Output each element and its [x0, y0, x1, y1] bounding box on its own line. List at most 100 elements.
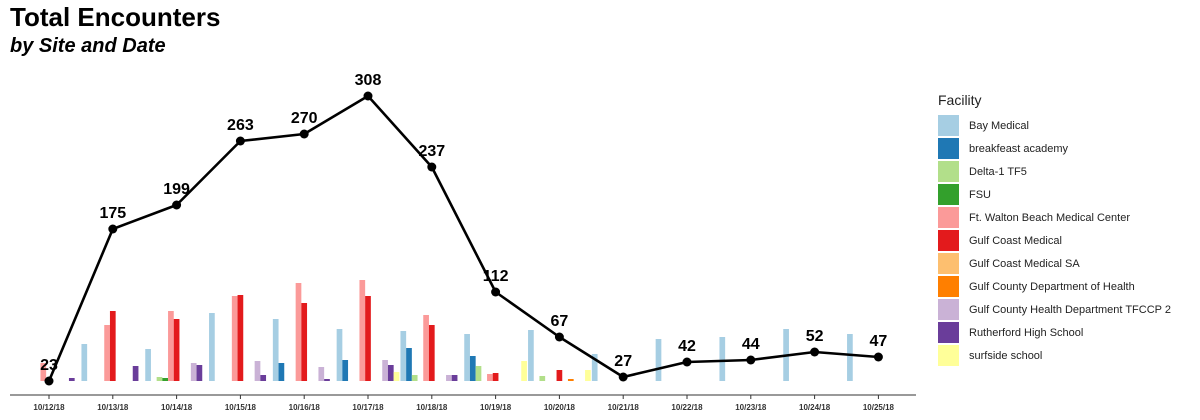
bar-bay-medical-4: [272, 319, 279, 381]
legend-swatch: [938, 345, 959, 366]
bar-gulf-coast-medical-8: [556, 370, 563, 381]
bar-bay-medical-9: [591, 354, 598, 381]
bar-bay-medical-10: [655, 339, 662, 381]
bar-rutherford-high-school-5: [387, 365, 394, 381]
total-point: [873, 352, 883, 362]
bar-fsu-2: [162, 378, 169, 381]
total-point-label: 23: [40, 357, 58, 374]
total-point-label: 52: [806, 328, 824, 345]
chart-subtitle: by Site and Date: [10, 35, 166, 57]
total-point-label: 199: [163, 181, 190, 198]
bar-gulf-coast-medical-6: [428, 325, 435, 381]
bar-bay-medical-7: [464, 334, 470, 381]
legend-item: Rutherford High School: [938, 321, 1196, 344]
legend-swatch: [938, 230, 959, 251]
bars-layer: [40, 280, 853, 381]
bar-bay-medical-11: [719, 337, 726, 381]
x-tick-label: 10/24/18: [799, 403, 831, 412]
bar-gulf-county-health-department-tfccp-2-6: [446, 375, 452, 381]
bar-surfside-school-8: [585, 370, 591, 381]
bar-gulf-county-department-of-health-8: [567, 379, 574, 381]
bar-bay-medical-2: [145, 349, 151, 381]
total-point: [682, 357, 692, 367]
legend-item: Ft. Walton Beach Medical Center: [938, 206, 1196, 229]
bar-rutherford-high-school-3: [260, 375, 267, 381]
total-point-label: 308: [355, 72, 382, 89]
bar-breakfeast-academy-6: [406, 348, 412, 381]
total-point-label: 67: [551, 313, 569, 330]
bar-bay-medical-13: [847, 334, 853, 381]
total-point: [618, 372, 628, 382]
x-axis-ticks: 10/12/18 10/13/18 10/14/18 10/15/18 10/16/18…: [33, 395, 895, 412]
x-tick-label: 10/23/18: [735, 403, 767, 412]
total-point: [491, 287, 501, 297]
legend-item: Gulf Coast Medical SA: [938, 252, 1196, 275]
bar-ft-walton-beach-medical-center-7: [487, 374, 493, 381]
legend-label: Gulf County Department of Health: [969, 280, 1135, 293]
legend-swatch: [938, 299, 959, 320]
total-point: [427, 162, 437, 172]
bar-ft-walton-beach-medical-center-2: [168, 311, 174, 381]
x-tick-label: 10/12/18: [33, 403, 65, 412]
legend-label: Rutherford High School: [969, 326, 1084, 339]
bar-gulf-coast-medical-1: [109, 311, 116, 381]
legend-swatch: [938, 115, 959, 136]
bar-rutherford-high-school-2: [196, 365, 203, 381]
bar-breakfeast-academy-7: [469, 356, 476, 381]
bar-surfside-school-5: [393, 372, 400, 381]
legend-swatch: [938, 253, 959, 274]
bar-gulf-county-health-department-tfccp-2-3: [254, 361, 261, 381]
legend-item: breakfeast academy: [938, 137, 1196, 160]
legend-label: Ft. Walton Beach Medical Center: [969, 211, 1130, 224]
x-tick-label: 10/16/18: [289, 403, 321, 412]
bar-ft-walton-beach-medical-center-5: [359, 280, 366, 381]
total-point-label: 27: [614, 353, 632, 370]
bar-rutherford-high-school-6: [451, 375, 458, 381]
total-point: [810, 347, 820, 357]
legend-swatch: [938, 184, 959, 205]
bar-ft-walton-beach-medical-center-4: [295, 283, 302, 381]
legend-label: FSU: [969, 188, 991, 201]
bar-gulf-county-health-department-tfccp-2-2: [190, 363, 197, 381]
bar-rutherford-high-school-0: [68, 378, 75, 381]
legend-swatch: [938, 322, 959, 343]
x-tick-label: 10/14/18: [161, 403, 193, 412]
legend-item: Gulf Coast Medical: [938, 229, 1196, 252]
bar-delta-1-tf5-6: [411, 375, 418, 381]
total-point-label: 237: [418, 143, 445, 160]
legend-label: Delta-1 TF5: [969, 165, 1027, 178]
bar-ft-walton-beach-medical-center-6: [423, 315, 429, 381]
total-point-label: 270: [291, 110, 318, 127]
x-tick-label: 10/15/18: [225, 403, 257, 412]
x-tick-label: 10/22/18: [671, 403, 703, 412]
bar-gulf-county-health-department-tfccp-2-5: [382, 360, 388, 381]
total-point: [172, 200, 182, 210]
legend-label: breakfeast academy: [969, 142, 1069, 155]
total-point: [108, 224, 118, 234]
total-point-label: 47: [870, 333, 888, 350]
bar-gulf-county-health-department-tfccp-2-4: [318, 367, 325, 381]
total-line: [47, 94, 879, 382]
bar-delta-1-tf5-7: [475, 366, 482, 381]
total-point-label: 42: [678, 338, 696, 355]
total-point: [299, 129, 309, 139]
legend-label: Gulf County Health Department TFCCP 2: [969, 303, 1171, 316]
legend-label: Bay Medical: [969, 119, 1029, 132]
total-point: [235, 136, 245, 146]
legend-items: Bay Medical breakfeast academy Delta-1 TF5…: [938, 114, 1196, 367]
bar-gulf-coast-medical-5: [365, 296, 371, 381]
bar-bay-medical-6: [400, 331, 407, 381]
total-point-label: 44: [742, 336, 760, 353]
bar-breakfeast-academy-4: [278, 363, 285, 381]
total-point: [44, 376, 54, 386]
legend-item: Gulf County Department of Health: [938, 275, 1196, 298]
chart-title: Total Encounters: [10, 2, 221, 32]
legend-swatch: [938, 207, 959, 228]
bar-surfside-school-7: [521, 361, 527, 381]
legend-label: surfside school: [969, 349, 1043, 362]
legend-item: Delta-1 TF5: [938, 160, 1196, 183]
legend-label: Gulf Coast Medical SA: [969, 257, 1080, 270]
x-tick-label: 10/18/18: [416, 403, 448, 412]
bar-gulf-coast-medical-7: [492, 373, 499, 381]
